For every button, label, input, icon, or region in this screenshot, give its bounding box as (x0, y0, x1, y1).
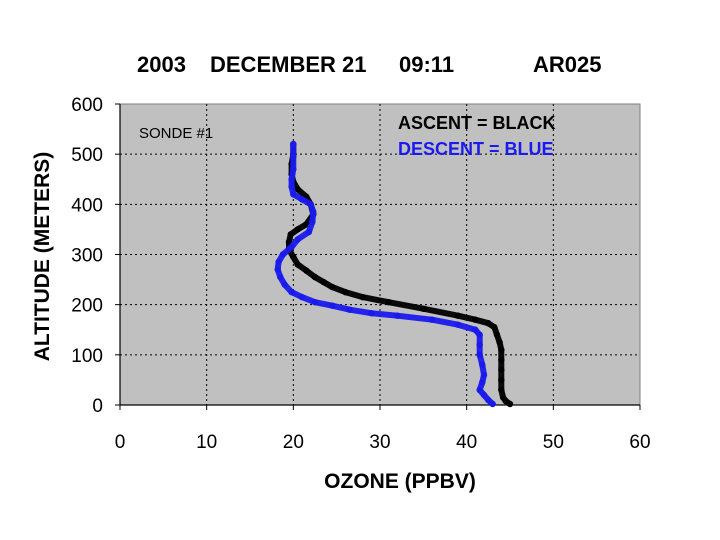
descent-data-point (368, 309, 375, 317)
ascent-data-point (454, 312, 462, 319)
ascent-data-point (498, 386, 505, 394)
ascent-data-point (290, 253, 297, 261)
descent-data-point (310, 208, 317, 216)
descent-data-point (476, 341, 483, 348)
descent-data-point (290, 191, 297, 198)
sonde-annotation: SONDE #1 (139, 125, 213, 142)
title-time: 09:11 (399, 52, 455, 77)
ascent-data-point (303, 267, 310, 274)
x-tick-label: 60 (629, 432, 650, 453)
ascent-data-point (359, 293, 366, 301)
ascent-data-point (498, 356, 505, 364)
descent-data-point (480, 371, 488, 379)
ascent-data-point (385, 298, 392, 306)
x-tick-label: 20 (283, 432, 304, 453)
descent-data-point (489, 400, 496, 408)
descent-data-point (476, 351, 483, 359)
descent-data-point (311, 298, 319, 306)
x-axis-title: OZONE (PPBV) (324, 470, 476, 493)
descent-data-point (394, 312, 401, 319)
legend-entry: DESCENT = BLUE (398, 139, 554, 159)
descent-data-point (476, 331, 483, 338)
ascent-data-point (498, 366, 505, 374)
descent-data-point (298, 196, 306, 203)
x-tick-label: 10 (196, 432, 217, 453)
ascent-data-point (311, 273, 319, 281)
descent-data-point (454, 321, 462, 328)
ascent-data-point (498, 346, 505, 354)
descent-data-point (288, 288, 295, 296)
y-axis-title: ALTITUDE (METERS) (31, 152, 54, 362)
y-tick-label: 100 (71, 346, 103, 367)
ascent-data-point (342, 288, 349, 296)
descent-data-point (329, 302, 336, 309)
descent-data-point (428, 316, 436, 323)
descent-data-point (279, 251, 287, 258)
descent-data-point (290, 166, 297, 173)
title-year: 2003 (137, 52, 186, 77)
ascent-data-point (491, 324, 498, 331)
ascent-data-point (420, 305, 427, 312)
y-tick-label: 0 (92, 396, 103, 417)
descent-data-point (288, 176, 295, 183)
descent-data-point (476, 386, 483, 394)
ascent-data-point (485, 320, 492, 327)
x-tick-label: 30 (369, 432, 390, 453)
ascent-data-point (472, 316, 479, 323)
descent-data-point (479, 361, 486, 369)
descent-data-point (298, 293, 306, 301)
chart-title: 2003 DECEMBER 21 09:11 AR025 (0, 52, 720, 82)
y-tick-label: 600 (71, 95, 103, 116)
descent-data-point (294, 236, 301, 243)
descent-data-point (275, 258, 282, 266)
descent-data-point (479, 379, 486, 386)
descent-data-point (288, 243, 295, 251)
descent-data-point (480, 391, 488, 399)
descent-data-point (472, 326, 479, 333)
ascent-data-point (294, 261, 301, 268)
ascent-data-point (329, 283, 336, 291)
descent-data-point (290, 140, 297, 148)
descent-data-point (485, 396, 492, 404)
ascent-data-point (498, 376, 505, 384)
x-tick-label: 40 (456, 432, 477, 453)
x-tick-label: 0 (115, 432, 126, 453)
ascent-data-point (294, 226, 301, 233)
descent-data-point (290, 153, 297, 160)
descent-data-point (346, 306, 353, 313)
ascent-data-point (493, 331, 501, 338)
ascent-data-point (496, 339, 503, 346)
y-tick-label: 200 (71, 296, 103, 317)
ascent-data-point (499, 394, 507, 401)
descent-data-point (309, 218, 316, 226)
title-date: DECEMBER 21 (210, 52, 367, 77)
descent-data-point (307, 201, 314, 208)
y-tick-label: 400 (71, 195, 103, 216)
descent-data-point (274, 266, 281, 273)
title-flight-id: AR025 (533, 52, 602, 77)
ascent-data-point (320, 278, 327, 286)
descent-data-point (288, 183, 295, 190)
descent-data-point (281, 281, 288, 288)
descent-data-point (277, 273, 284, 281)
ascent-data-point (294, 186, 301, 193)
y-tick-label: 500 (71, 145, 103, 166)
legend-entry: ASCENT = BLACK (398, 113, 556, 133)
ascent-data-point (287, 231, 294, 238)
y-tick-label: 300 (71, 246, 103, 267)
descent-data-point (305, 228, 313, 236)
x-tick-label: 50 (543, 432, 564, 453)
